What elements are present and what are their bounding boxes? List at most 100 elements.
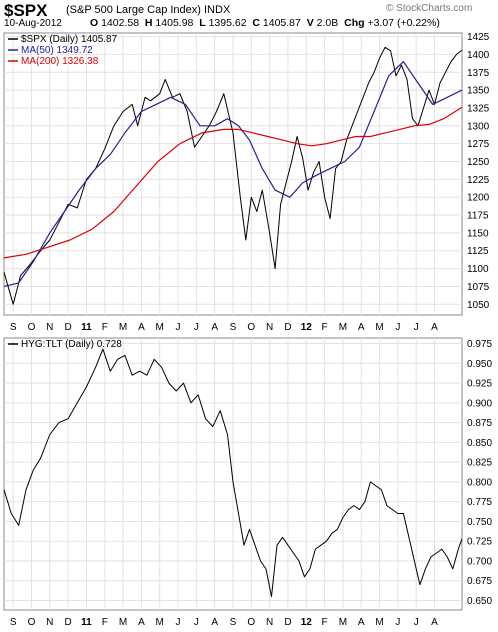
panel-1-x-tick-label: A [138, 322, 145, 333]
panel-2-series-1-line [3, 348, 463, 598]
panel-1-x-tick-label: D [65, 322, 72, 333]
panel-1-x-tick-label: N [46, 322, 53, 333]
panel-2-y-tick-label: 0.825 [467, 458, 492, 469]
panel-1-x-tick-label: 12 [301, 322, 313, 333]
panel-1-y-tick-label: 1050 [467, 300, 490, 311]
high-label: H [144, 17, 153, 29]
panel-2-x-tick-label: M [375, 617, 383, 628]
panel-1-x-tick-label: A [358, 322, 365, 333]
panel-2-y-tick-label: 0.850 [467, 438, 492, 449]
panel-2-y-tick-label: 0.700 [467, 556, 492, 567]
panel-1-x-tick-label: S [10, 322, 17, 333]
panel-1-x-tick-label: N [266, 322, 273, 333]
panel-1-series-1-line [3, 46, 463, 305]
panel-2-y-tick-label: 0.900 [467, 398, 492, 409]
panel-2-x-tick-label: N [46, 617, 53, 628]
panel-1-y-tick-label: 1325 [467, 103, 490, 114]
panel-2-y-tick-label: 0.750 [467, 517, 492, 528]
panel-1-series-2-line [3, 61, 463, 287]
change-value: +3.07 (+0.22%) [367, 17, 440, 29]
panel-1-x-tick-label: S [230, 322, 237, 333]
brand-watermark: © StockCharts.com [386, 3, 473, 14]
panel-2-x-tick-label: D [284, 617, 291, 628]
panel-1-y-tick-label: 1125 [467, 246, 489, 257]
panel-1-x-tick-label: M [156, 322, 164, 333]
panel-1-x-tick-label: M [119, 322, 127, 333]
panel-1-x-tick-label: J [414, 322, 419, 333]
panel-1-series-3-line [3, 106, 463, 259]
quote-date: 10-Aug-2012 [4, 18, 62, 29]
panel-1-legend-label: MA(50) 1349.72 [21, 45, 93, 56]
panel-2-x-tick-label: A [358, 617, 365, 628]
high-value: 1405.98 [155, 17, 194, 29]
panel-2-x-tick-label: S [10, 617, 17, 628]
panel-1-y-tick-label: 1100 [467, 264, 489, 275]
panel-2-x-tick-label: O [247, 617, 255, 628]
panel-2-y-tick-label: 0.775 [467, 497, 492, 508]
panel-1-x-tick-label: 11 [81, 322, 92, 333]
panel-2-x-tick-label: M [119, 617, 127, 628]
panel-2-x-tick-label: A [431, 617, 438, 628]
panel-2-y-tick-label: 0.725 [467, 537, 492, 548]
panel-1-x-tick-label: M [375, 322, 383, 333]
panel-1-y-tick-label: 1425 [467, 32, 490, 43]
panel-2-y-tick-label: 0.650 [467, 596, 492, 607]
panel-1-y-tick-label: 1150 [467, 228, 489, 239]
panel-2-x-tick-label: N [266, 617, 273, 628]
panel-1-y-tick-label: 1375 [467, 68, 490, 79]
panel-1-x-tick-label: J [176, 322, 181, 333]
change-label: Chg [344, 17, 365, 29]
open-value: 1402.58 [101, 17, 140, 29]
symbol-title: $SPX [4, 1, 48, 20]
panel-2-legend-label: HYG:TLT (Daily) 0.728 [21, 339, 122, 350]
panel-1-x-tick-label: M [339, 322, 347, 333]
index-name: (S&P 500 Large Cap Index) INDX [66, 4, 231, 16]
panel-2-x-tick-label: A [211, 617, 218, 628]
quote-summary: O 1402.58 H 1405.98 L 1395.62 C 1405.87 … [90, 17, 440, 29]
volume-value: 2.0B [316, 17, 339, 29]
close-label: C [252, 17, 260, 29]
panel-2-x-tick-label: J [194, 617, 199, 628]
panel-2-x-tick-label: A [138, 617, 145, 628]
panel-1-y-tick-label: 1275 [467, 139, 490, 150]
panel-2-y-tick-label: 0.675 [467, 576, 492, 587]
panel-1-y-tick-label: 1225 [467, 175, 490, 186]
panel-2-x-tick-label: J [176, 617, 181, 628]
panel-1-x-tick-label: A [431, 322, 438, 333]
panel-1-y-tick-label: 1250 [467, 157, 490, 168]
panel-2-x-tick-label: M [339, 617, 347, 628]
panel-2-y-tick-label: 0.800 [467, 477, 492, 488]
panel-1-x-tick-label: J [194, 322, 199, 333]
panel-1-x-tick-label: F [102, 322, 108, 333]
panel-2-x-tick-label: S [230, 617, 237, 628]
panel-2-x-tick-label: M [156, 617, 164, 628]
panel-1-legend-label: MA(200) 1326.38 [21, 56, 99, 67]
close-value: 1405.87 [262, 17, 301, 29]
panel-1-x-tick-label: O [28, 322, 36, 333]
panel-1-y-tick-label: 1175 [467, 211, 489, 222]
panel-2-x-tick-label: 12 [301, 617, 313, 628]
open-label: O [90, 17, 99, 29]
panel-2-x-tick-label: J [414, 617, 419, 628]
panel-2-x-tick-label: F [102, 617, 108, 628]
volume-label: V [306, 17, 314, 29]
panel-1-legend-label: $SPX (Daily) 1405.87 [21, 34, 118, 45]
panel-2-x-tick-label: J [395, 617, 400, 628]
panel-2-x-tick-label: O [28, 617, 36, 628]
panel-1-x-tick-label: F [322, 322, 328, 333]
panel-1-y-tick-label: 1400 [467, 50, 490, 61]
panel-1-x-tick-label: J [395, 322, 400, 333]
panel-2-y-tick-label: 0.925 [467, 379, 492, 390]
low-label: L [199, 17, 206, 29]
panel-1-x-tick-label: A [211, 322, 218, 333]
panel-2-y-tick-label: 0.875 [467, 418, 492, 429]
panel-2-x-tick-label: 11 [81, 617, 92, 628]
panel-1-y-tick-label: 1350 [467, 86, 490, 97]
panel-2-x-tick-label: D [65, 617, 72, 628]
panel-2-y-tick-label: 0.975 [467, 339, 492, 350]
panel-1-y-tick-label: 1300 [467, 121, 490, 132]
panel-1-y-tick-label: 1200 [467, 193, 490, 204]
panel-1-x-tick-label: D [284, 322, 291, 333]
panel-1-x-tick-label: O [247, 322, 255, 333]
